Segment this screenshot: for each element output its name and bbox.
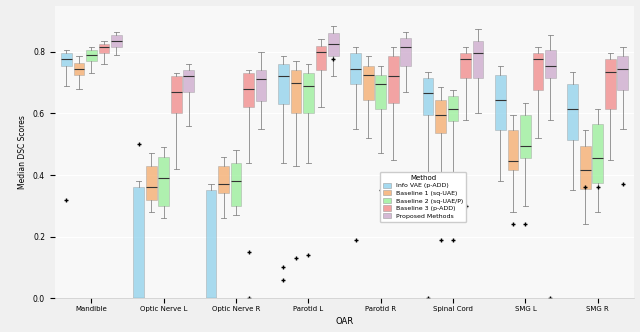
PathPatch shape [218,166,229,194]
PathPatch shape [243,73,254,107]
Legend: Info VAE (p-ADD), Baseline 1 (sq-UAE), Baseline 2 (sq-UAE/P), Baseline 3 (p-ADD): Info VAE (p-ADD), Baseline 1 (sq-UAE), B… [380,172,466,222]
PathPatch shape [256,70,266,101]
PathPatch shape [363,66,374,100]
PathPatch shape [495,75,506,130]
PathPatch shape [593,124,603,183]
PathPatch shape [231,163,241,206]
PathPatch shape [291,70,301,114]
PathPatch shape [61,53,72,66]
PathPatch shape [158,156,169,206]
PathPatch shape [423,78,433,115]
PathPatch shape [605,59,616,109]
PathPatch shape [473,41,483,78]
PathPatch shape [328,33,339,56]
PathPatch shape [401,38,411,66]
PathPatch shape [520,115,531,158]
PathPatch shape [146,166,157,200]
PathPatch shape [618,56,628,90]
X-axis label: OAR: OAR [335,317,354,326]
PathPatch shape [111,35,122,47]
PathPatch shape [278,64,289,104]
PathPatch shape [435,100,446,133]
PathPatch shape [580,146,591,189]
PathPatch shape [388,56,399,103]
PathPatch shape [568,84,578,139]
PathPatch shape [545,50,556,78]
PathPatch shape [316,45,326,70]
PathPatch shape [74,62,84,75]
PathPatch shape [532,53,543,90]
PathPatch shape [351,53,361,84]
PathPatch shape [303,73,314,114]
PathPatch shape [171,76,182,114]
PathPatch shape [184,70,194,92]
PathPatch shape [86,50,97,61]
PathPatch shape [133,187,144,298]
Y-axis label: Median DSC Scores: Median DSC Scores [19,115,28,189]
PathPatch shape [508,130,518,170]
PathPatch shape [448,96,458,121]
PathPatch shape [205,191,216,298]
PathPatch shape [376,75,386,109]
PathPatch shape [99,44,109,53]
PathPatch shape [460,53,471,78]
